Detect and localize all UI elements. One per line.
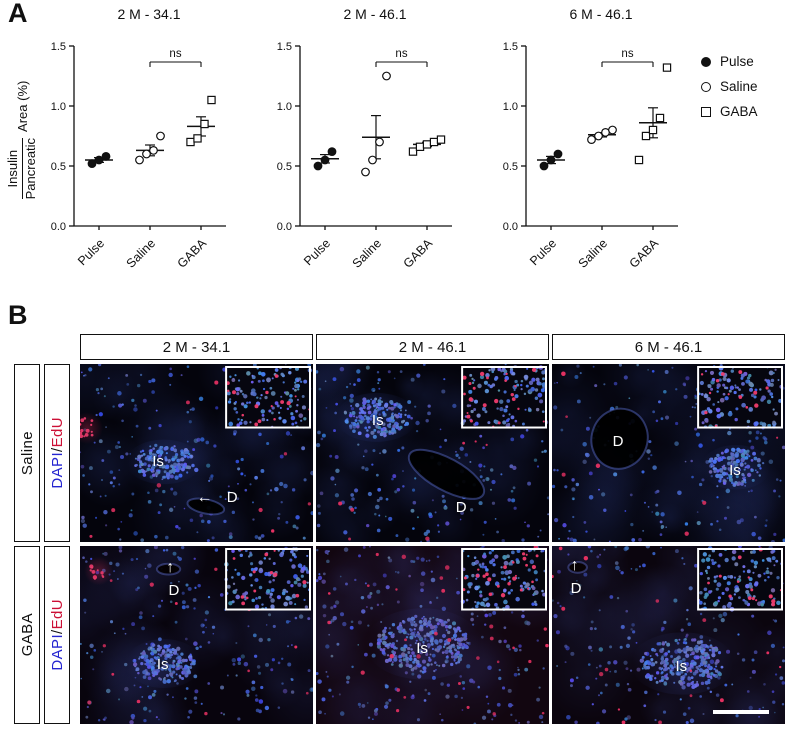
legend-item-saline: Saline <box>701 79 758 94</box>
filled-circle-icon <box>701 56 711 67</box>
edu-label: EdU <box>48 417 66 448</box>
svg-text:Saline: Saline <box>576 236 611 271</box>
micrograph-gaba-2m-46-1: Is <box>316 546 549 724</box>
tissue-label: Is <box>675 658 688 676</box>
legend-label: GABA <box>720 104 758 119</box>
scale-bar <box>713 710 769 714</box>
svg-text:ns: ns <box>621 48 633 60</box>
svg-text:1.5: 1.5 <box>503 41 518 53</box>
svg-text:0.5: 0.5 <box>503 161 518 173</box>
chart-6m-46-1: 6 M - 46.1 0.0 0.5 1.0 1.5 Pulse Saline GABA ns <box>478 6 690 281</box>
arrow-icon: ↑ <box>166 559 175 577</box>
micrograph-image <box>552 546 785 724</box>
svg-text:0.0: 0.0 <box>503 221 518 233</box>
stain-separator: / <box>48 447 66 453</box>
svg-text:GABA: GABA <box>401 236 436 271</box>
chart-2m-34-1: 2 M - 34.1 0.0 0.5 1.0 1.5 Pulse Saline GABA ns <box>26 6 238 281</box>
svg-text:ns: ns <box>395 48 407 60</box>
legend-label: Pulse <box>720 54 754 69</box>
column-header-2m-46-1: 2 M - 46.1 <box>316 334 549 360</box>
stain-label-text: DAPI/EdU <box>49 417 66 489</box>
stain-label-saline: DAPI/EdU <box>44 364 70 542</box>
legend-item-gaba: GABA <box>701 104 758 119</box>
micrograph-gaba-6m-46-1: D ↑ Is <box>552 546 785 724</box>
svg-text:Pulse: Pulse <box>527 236 559 268</box>
chart-title: 2 M - 46.1 <box>343 6 407 22</box>
micrograph-overlay: Is <box>316 546 549 724</box>
open-square-icon <box>701 106 711 117</box>
svg-text:0.5: 0.5 <box>277 161 292 173</box>
edu-label: EdU <box>48 599 66 630</box>
tissue-label: Is <box>729 461 741 479</box>
micrograph-overlay: Is D ← <box>80 364 313 542</box>
arrow-icon: ↑ <box>570 557 579 575</box>
svg-text:1.0: 1.0 <box>51 101 66 113</box>
tissue-label: D <box>455 499 467 517</box>
micrograph-image <box>80 546 313 724</box>
legend-label: Saline <box>720 79 758 94</box>
svg-text:Saline: Saline <box>124 236 159 271</box>
svg-text:Pulse: Pulse <box>301 236 333 268</box>
panel-b-label: B <box>8 300 28 330</box>
svg-text:0.0: 0.0 <box>51 221 66 233</box>
svg-text:0.5: 0.5 <box>51 161 66 173</box>
chart-2m-46-1: 2 M - 46.1 0.0 0.5 1.0 1.5 Pulse Saline GABA ns <box>252 6 464 281</box>
tissue-label: Is <box>371 412 384 430</box>
tissue-label: D <box>168 581 180 599</box>
tissue-label: D <box>570 579 582 597</box>
tissue-label: D <box>612 433 624 451</box>
arrow-icon: ← <box>196 489 213 507</box>
scatter-plot: 0.0 0.5 1.0 1.5 Pulse Saline GABA ns <box>503 41 678 271</box>
row-label-text: Saline <box>18 430 36 476</box>
scatter-plot: 0.0 0.5 1.0 1.5 Pulse Saline GABA ns <box>277 41 452 271</box>
micrograph-overlay: D Is <box>552 364 785 542</box>
svg-text:Saline: Saline <box>350 236 385 271</box>
svg-text:1.5: 1.5 <box>51 41 66 53</box>
tissue-label: Is <box>152 453 164 470</box>
scatter-plot: 0.0 0.5 1.0 1.5 Pulse Saline GABA ns <box>51 41 226 271</box>
micrograph-image <box>316 546 549 724</box>
micrograph-saline-6m-46-1: D Is <box>552 364 785 542</box>
svg-text:0.0: 0.0 <box>277 221 292 233</box>
dapi-label: DAPI <box>48 452 66 489</box>
dapi-label: DAPI <box>48 634 66 671</box>
micrograph-overlay: D ↑ Is <box>80 546 313 724</box>
micrograph-saline-2m-34-1: Is D ← <box>80 364 313 542</box>
svg-text:GABA: GABA <box>627 236 662 271</box>
svg-text:GABA: GABA <box>175 236 210 271</box>
stain-label-gaba: DAPI/EdU <box>44 546 70 724</box>
y-axis-numerator: Insulin <box>5 149 21 188</box>
svg-text:1.5: 1.5 <box>277 41 292 53</box>
micrograph-saline-2m-46-1: Is D <box>316 364 549 542</box>
stain-label-text: DAPI/EdU <box>49 599 66 671</box>
column-header-2m-34-1: 2 M - 34.1 <box>80 334 313 360</box>
svg-text:1.0: 1.0 <box>277 101 292 113</box>
panel-a-label: A <box>8 0 28 28</box>
row-label-saline: Saline <box>14 364 40 542</box>
stain-separator: / <box>48 629 66 635</box>
row-label-text: GABA <box>18 613 36 657</box>
micrograph-gaba-2m-34-1: D ↑ Is <box>80 546 313 724</box>
charts-row: 2 M - 34.1 0.0 0.5 1.0 1.5 Pulse Saline GABA ns… <box>26 6 690 281</box>
micrograph-overlay: D ↑ Is <box>552 546 785 724</box>
micrograph-image <box>552 364 785 542</box>
tissue-label: Is <box>156 656 169 674</box>
svg-text:Pulse: Pulse <box>75 236 107 268</box>
row-label-gaba: GABA <box>14 546 40 724</box>
column-header-6m-46-1: 6 M - 46.1 <box>552 334 785 360</box>
tissue-label: Is <box>416 640 428 658</box>
tissue-label: D <box>226 488 238 506</box>
svg-text:1.0: 1.0 <box>503 101 518 113</box>
micrograph-image <box>80 364 313 542</box>
open-circle-icon <box>701 81 711 92</box>
chart-title: 2 M - 34.1 <box>117 6 181 22</box>
svg-text:ns: ns <box>169 48 181 60</box>
micrograph-image <box>316 364 549 542</box>
micrograph-overlay: Is D <box>316 364 549 542</box>
legend: Pulse Saline GABA <box>701 54 758 119</box>
legend-item-pulse: Pulse <box>701 54 758 69</box>
chart-title: 6 M - 46.1 <box>569 6 633 22</box>
